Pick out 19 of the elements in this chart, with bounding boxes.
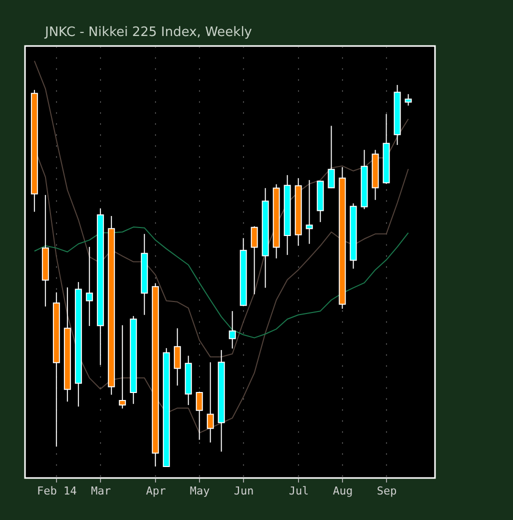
x-tick-label: Feb 14	[37, 484, 78, 498]
x-tick-label: Jul	[288, 484, 309, 498]
candlestick	[118, 324, 126, 409]
x-tick-label: Mar	[90, 484, 112, 498]
candlestick	[174, 328, 181, 386]
x-tick-label: Jun	[234, 484, 254, 498]
candlestick	[196, 391, 203, 440]
candlestick	[328, 125, 335, 189]
x-tick-label: May	[190, 484, 210, 498]
candlestick	[86, 246, 93, 326]
candlestick	[228, 310, 236, 350]
candlestick	[206, 362, 214, 443]
x-tick-label: Aug	[332, 484, 353, 498]
candlestick	[250, 226, 258, 295]
x-tick-label: Sep	[376, 484, 397, 498]
candlestick	[404, 94, 412, 106]
candlestick	[306, 180, 313, 244]
chart-title: JNKC - Nikkei 225 Index, Weekly	[44, 25, 252, 40]
x-tick-label: Apr	[146, 484, 166, 498]
